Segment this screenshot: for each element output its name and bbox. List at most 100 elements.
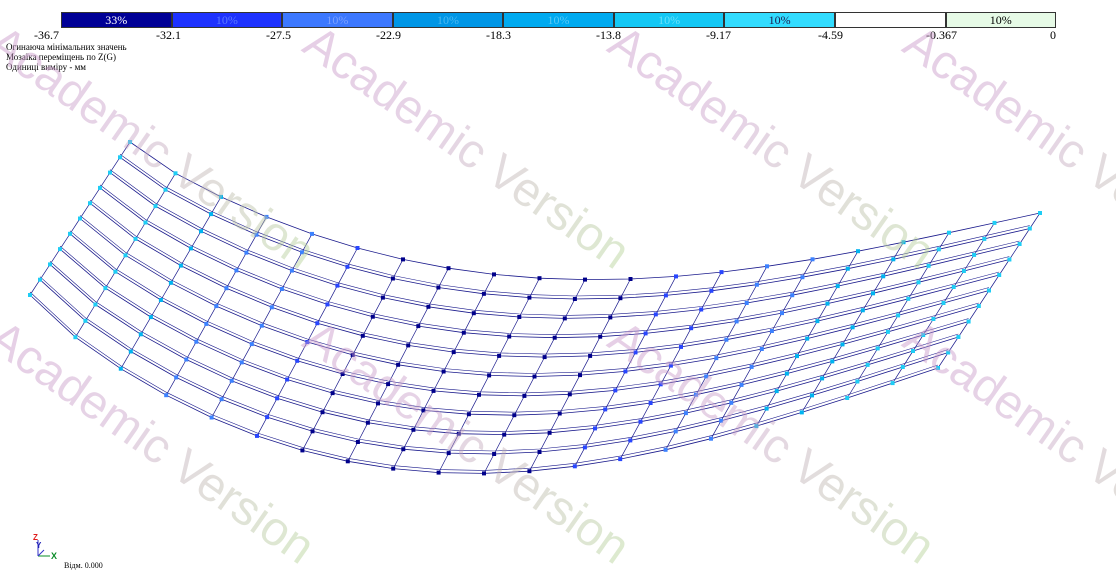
legend-segment: 10% — [724, 12, 835, 28]
mesh-node — [163, 187, 168, 192]
legend-segment: 10% — [392, 12, 504, 28]
mesh-node — [941, 301, 946, 305]
mesh-node — [128, 349, 133, 354]
mesh-node — [754, 424, 759, 429]
mesh-line — [49, 261, 959, 432]
mesh-node — [578, 373, 582, 378]
mesh-line — [59, 245, 969, 413]
mesh-node — [674, 274, 678, 279]
mesh-node — [335, 283, 340, 288]
mesh-node — [992, 220, 997, 225]
mesh-node — [143, 220, 148, 225]
mesh-node — [436, 470, 441, 475]
mesh-node — [93, 302, 98, 307]
mesh-node — [537, 450, 542, 454]
mesh-node — [759, 347, 764, 351]
mesh-node — [871, 291, 875, 296]
mesh-node — [229, 378, 234, 383]
mesh-node — [255, 433, 259, 438]
mesh-line — [29, 291, 939, 471]
mesh-node — [396, 362, 401, 367]
mesh-node — [1027, 226, 1032, 231]
mesh-node — [638, 419, 643, 424]
mesh-node — [704, 374, 709, 379]
mesh-node — [890, 381, 895, 386]
mesh-node — [527, 469, 532, 474]
mesh-node — [972, 252, 977, 257]
coordinate-axes-icon: Z Y X — [33, 533, 57, 560]
mesh-node — [567, 392, 572, 397]
mesh-node — [108, 170, 112, 175]
legend-segment: 10% — [503, 12, 614, 28]
legend-tick: -27.5 — [266, 28, 291, 42]
mesh-node — [325, 302, 330, 307]
mesh-line — [89, 199, 1000, 355]
mesh-node — [845, 396, 850, 400]
mesh-node — [441, 369, 446, 374]
mesh-node — [178, 263, 183, 268]
mesh-line — [119, 154, 1030, 297]
mesh-node — [1007, 257, 1012, 262]
mesh-node — [234, 268, 239, 273]
mesh-node — [113, 269, 118, 274]
mesh-node — [749, 364, 754, 369]
mesh-node — [507, 334, 512, 339]
mesh-node — [265, 415, 270, 420]
mesh-node — [810, 393, 814, 398]
legend-tick: -0.367 — [926, 28, 957, 42]
mesh-node — [466, 412, 471, 417]
mesh-node — [300, 448, 305, 453]
mesh-node — [224, 286, 229, 291]
mesh-node — [588, 353, 593, 358]
mesh-node — [320, 410, 325, 415]
mesh-node — [482, 471, 486, 476]
mesh-node — [815, 319, 820, 324]
mesh-node — [961, 269, 966, 273]
mesh-node — [765, 264, 769, 269]
legend-tick: -9.17 — [706, 28, 731, 42]
mesh-node — [386, 382, 391, 387]
mesh-node — [916, 280, 921, 285]
mesh-node — [310, 231, 314, 236]
mesh-node — [421, 408, 426, 413]
mesh-node — [754, 282, 759, 287]
mesh-node — [896, 313, 901, 318]
mesh-node — [739, 382, 744, 387]
mesh-node — [668, 363, 673, 368]
mesh-nodes — [28, 140, 1042, 476]
mesh-node — [810, 257, 815, 262]
mesh-line — [109, 169, 1020, 316]
svg-text:Z: Z — [33, 533, 38, 542]
mesh-node — [431, 388, 436, 393]
mesh-node — [603, 407, 608, 412]
legend-segment — [834, 12, 946, 28]
mesh-node — [275, 396, 280, 401]
mesh-node — [583, 277, 587, 282]
mesh-node — [461, 330, 466, 335]
mesh-node — [279, 287, 284, 291]
mesh-node — [173, 171, 178, 176]
legend-segment: 10% — [613, 12, 725, 28]
mesh-line — [69, 230, 979, 394]
mesh-node — [330, 391, 335, 396]
mesh-node — [951, 285, 956, 289]
mesh-node — [947, 230, 951, 235]
mesh-node — [264, 214, 269, 219]
mesh-node — [219, 194, 223, 199]
mesh-node — [365, 420, 370, 425]
mesh-node — [633, 350, 638, 355]
mesh-node — [936, 247, 941, 252]
mesh-node — [512, 413, 517, 418]
mesh-node — [784, 371, 789, 376]
mesh-node — [28, 293, 32, 297]
mesh-node — [709, 288, 714, 293]
mesh-node — [239, 360, 244, 365]
mesh-node — [78, 216, 82, 221]
legend-tick: -13.8 — [596, 28, 621, 42]
mesh-line — [39, 276, 949, 452]
mesh-node — [527, 295, 532, 300]
mesh-node — [168, 280, 173, 285]
mesh-node — [936, 366, 940, 370]
mesh-node — [780, 311, 784, 316]
